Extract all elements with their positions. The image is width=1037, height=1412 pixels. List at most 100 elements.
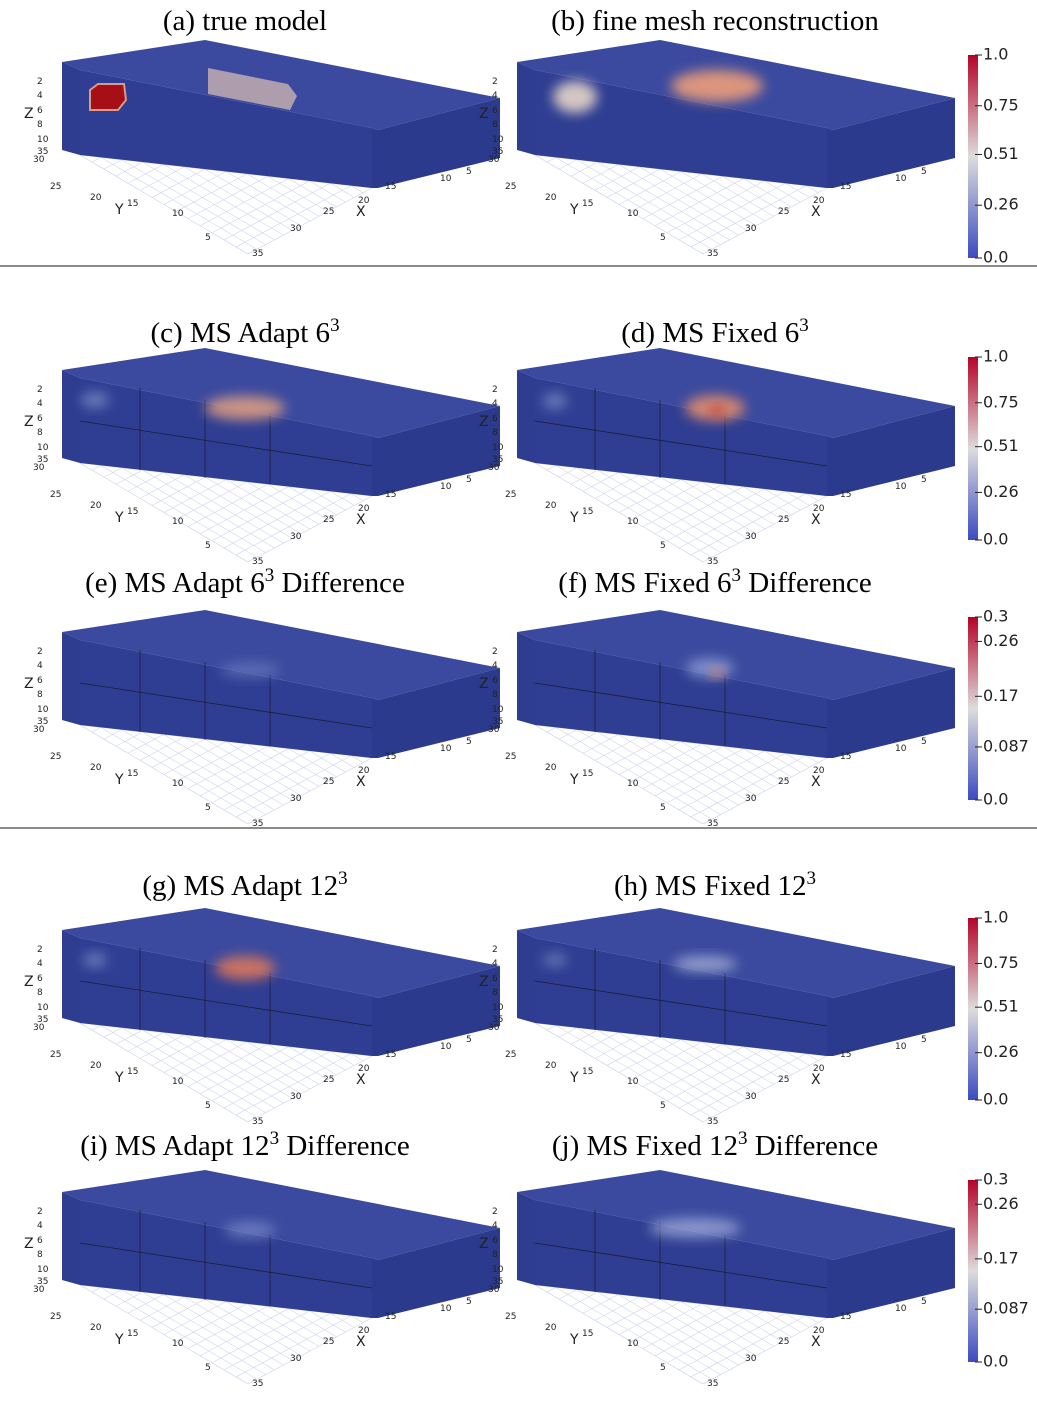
x-tick-label: 10: [895, 1304, 907, 1314]
title-text: (d) MS Fixed 6: [621, 317, 799, 349]
y-tick-label: 25: [505, 752, 516, 762]
z-tick-label: 10: [37, 135, 49, 145]
y-tick-label: 15: [127, 199, 138, 209]
x-axis-label: X: [356, 1334, 366, 1350]
y-tick-label: 15: [582, 1329, 593, 1339]
x-tick-label: 25: [778, 207, 789, 217]
x-tick-label: 30: [290, 1092, 302, 1102]
box-left-face: [517, 930, 535, 1023]
y-tick-label: 10: [172, 517, 184, 527]
panel-title: (c) MS Adapt 63: [150, 315, 339, 349]
panel-title: (j) MS Fixed 123 Difference: [552, 1128, 878, 1162]
x-tick-label: 30: [745, 224, 757, 234]
colorbar-tick-label: 0.51: [983, 144, 1019, 163]
colorbar-tick-label: 0.0: [983, 1352, 1008, 1371]
x-tick-label: 5: [921, 475, 927, 485]
z-tick-label: 6: [37, 1236, 43, 1246]
panel: (c) MS Adapt 632468103530252015105510152…: [24, 315, 500, 567]
z-axis-label: Z: [24, 676, 34, 692]
title-text: (j) MS Fixed 12: [552, 1130, 738, 1162]
x-tick-label: 5: [921, 1035, 927, 1045]
y-tick-label: 20: [545, 1061, 557, 1071]
z-tick-label: 4: [492, 959, 498, 969]
z-tick-label: 6: [37, 676, 43, 686]
panel-title: (a) true model: [163, 5, 327, 37]
anomaly: [543, 393, 567, 409]
colorbar-tick-label: 0.087: [983, 1299, 1029, 1318]
anomaly: [205, 396, 285, 420]
y-tick-label: 30: [488, 463, 500, 473]
anomaly: [711, 668, 723, 678]
colorbar-tick-label: 0.3: [983, 607, 1008, 626]
y-tick-label: 30: [488, 725, 500, 735]
anomaly: [671, 70, 763, 102]
z-tick-label: 2: [492, 385, 498, 395]
y-tick-label: 25: [50, 1312, 61, 1322]
anomaly: [215, 956, 275, 980]
z-tick-label: 10: [492, 705, 504, 715]
z-tick-label: 2: [37, 77, 43, 87]
z-tick-label: 8: [492, 120, 498, 130]
title-rest: Difference: [279, 1130, 410, 1162]
anomaly: [224, 1222, 276, 1238]
x-tick-label: 25: [323, 1337, 334, 1347]
x-tick-label: 30: [745, 532, 757, 542]
x-axis-label: X: [356, 512, 366, 528]
x-tick-label: 15: [840, 490, 851, 500]
y-tick-label: 5: [205, 541, 211, 551]
y-tick-label: 5: [660, 1101, 666, 1111]
x-tick-label: 5: [921, 167, 927, 177]
title-text: (h) MS Fixed 12: [614, 870, 807, 902]
colorbar-gradient: [968, 1180, 978, 1362]
y-tick-label: 30: [33, 463, 45, 473]
title-text: (e) MS Adapt 6: [85, 567, 265, 599]
colorbar-tick-label: 0.087: [983, 736, 1029, 755]
y-tick-label: 20: [545, 1323, 557, 1333]
colorbar-tick-label: 0.17: [983, 1248, 1019, 1267]
z-tick-label: 6: [492, 106, 498, 116]
panel: (e) MS Adapt 63 Difference24681035302520…: [24, 565, 500, 829]
x-tick-label: 30: [290, 1354, 302, 1364]
panel-title: (h) MS Fixed 123: [614, 868, 816, 902]
y-axis-label: Y: [114, 202, 124, 218]
z-tick-label: 4: [492, 661, 498, 671]
x-tick-label: 15: [385, 182, 396, 192]
z-tick-label: 2: [37, 385, 43, 395]
z-tick-label: 10: [37, 705, 49, 715]
x-tick-label: 10: [895, 1042, 907, 1052]
y-axis-label: Y: [569, 772, 579, 788]
x-tick-label: 25: [323, 207, 334, 217]
y-tick-label: 30: [488, 155, 500, 165]
title-superscript: 3: [330, 315, 340, 336]
z-tick-label: 4: [492, 91, 498, 101]
x-tick-label: 10: [895, 744, 907, 754]
title-text: (a) true model: [163, 5, 327, 37]
z-tick-label: 4: [37, 91, 43, 101]
x-tick-label: 15: [385, 1050, 396, 1060]
x-tick-label: 35: [707, 249, 718, 259]
x-tick-label: 15: [385, 1312, 396, 1322]
z-tick-label: 2: [492, 1207, 498, 1217]
z-tick-label: 6: [37, 106, 43, 116]
y-tick-label: 20: [90, 1061, 102, 1071]
z-axis-label: Z: [479, 974, 489, 990]
panel-title: (d) MS Fixed 63: [621, 315, 809, 349]
x-tick-label: 35: [252, 1379, 263, 1389]
y-tick-label: 5: [660, 1363, 666, 1373]
y-tick-label: 20: [545, 763, 557, 773]
z-tick-label: 8: [37, 120, 43, 130]
z-tick-label: 4: [37, 959, 43, 969]
anomaly: [686, 658, 734, 678]
y-tick-label: 15: [582, 507, 593, 517]
x-tick-label: 35: [707, 1117, 718, 1127]
anomaly: [711, 406, 723, 416]
panel-title: (f) MS Fixed 63 Difference: [558, 565, 871, 599]
box-left-face: [62, 930, 80, 1023]
z-tick-label: 2: [37, 647, 43, 657]
colorbar-tick-label: 0.0: [983, 530, 1008, 549]
y-tick-label: 25: [50, 182, 61, 192]
z-tick-label: 2: [37, 945, 43, 955]
colorbar-tick-label: 0.26: [983, 195, 1019, 214]
y-tick-label: 25: [505, 182, 516, 192]
z-tick-label: 4: [37, 399, 43, 409]
